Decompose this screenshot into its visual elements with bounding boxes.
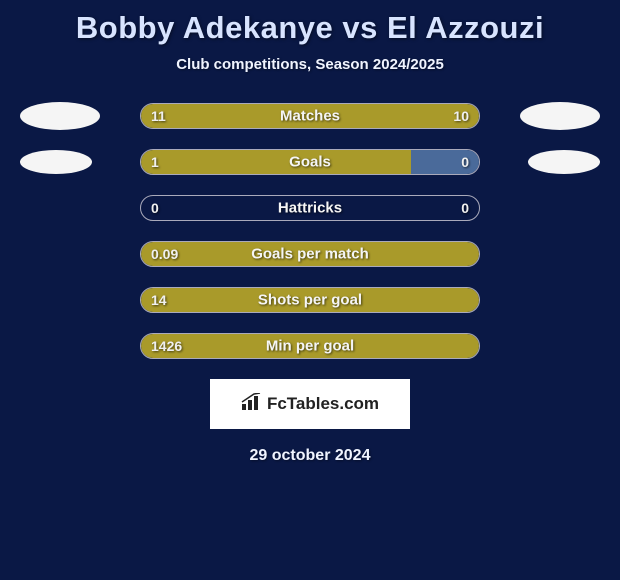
stat-bar: Goals 1 0 <box>140 149 480 175</box>
stat-bar: Hattricks 0 0 <box>140 195 480 221</box>
stat-label: Shots per goal <box>258 292 362 309</box>
brand-logo-text: FcTables.com <box>267 394 379 414</box>
stat-label: Min per goal <box>266 338 354 355</box>
brand-logo-box: FcTables.com <box>210 379 410 429</box>
stat-bar: Min per goal 1426 <box>140 333 480 359</box>
player-avatar-left <box>20 102 100 130</box>
stat-row: Min per goal 1426 <box>0 333 620 359</box>
footer-date: 29 october 2024 <box>0 447 620 465</box>
stat-value-left: 0 <box>151 200 159 216</box>
page-title: Bobby Adekanye vs El Azzouzi <box>0 0 620 46</box>
stat-value-right: 10 <box>453 108 469 124</box>
stats-icon <box>241 393 263 416</box>
subtitle: Club competitions, Season 2024/2025 <box>0 56 620 73</box>
stat-value-right: 0 <box>461 200 469 216</box>
stat-row: Shots per goal 14 <box>0 287 620 313</box>
stat-row: Matches 11 10 <box>0 103 620 129</box>
player-avatar-right <box>528 150 600 174</box>
stat-value-left: 14 <box>151 292 167 308</box>
stat-label: Hattricks <box>278 200 342 217</box>
stat-value-left: 11 <box>151 108 166 124</box>
stat-row: Goals per match 0.09 <box>0 241 620 267</box>
comparison-chart: Matches1110Goals10Hattricks00Goals per m… <box>0 103 620 359</box>
stat-bar: Goals per match 0.09 <box>140 241 480 267</box>
stat-row: Goals 1 0 <box>0 149 620 175</box>
stat-value-left: 1426 <box>151 338 182 354</box>
stat-bar: Shots per goal 14 <box>140 287 480 313</box>
stat-label: Goals per match <box>251 246 369 263</box>
stat-label: Matches <box>280 108 340 125</box>
stat-value-left: 0.09 <box>151 246 178 262</box>
bar-fill-left <box>141 150 411 174</box>
stat-bar: Matches 11 10 <box>140 103 480 129</box>
stat-row: Hattricks 0 0 <box>0 195 620 221</box>
player-avatar-right <box>520 102 600 130</box>
stat-value-right: 0 <box>461 154 469 170</box>
stat-value-left: 1 <box>151 154 159 170</box>
player-avatar-left <box>20 150 92 174</box>
stat-label: Goals <box>289 154 331 171</box>
